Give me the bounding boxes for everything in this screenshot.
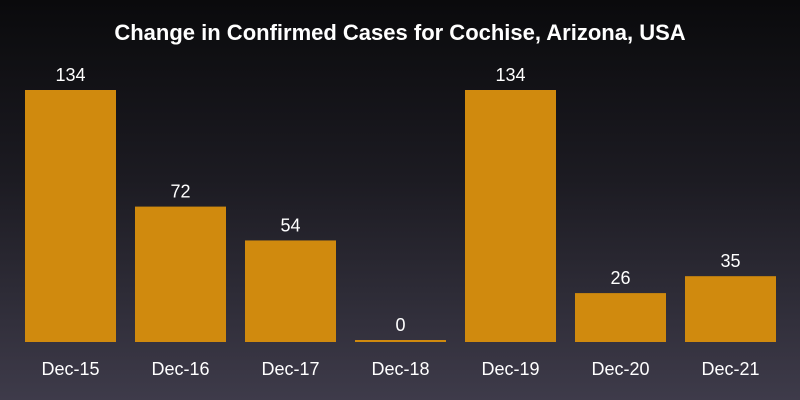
bar-dec-19 [465,90,556,342]
bar-dec-16 [135,206,226,342]
bar-dec-17 [245,240,336,342]
data-label-dec-16: 72 [170,182,190,202]
data-label-dec-20: 26 [610,268,630,288]
data-label-dec-21: 35 [720,251,740,271]
bar-dec-18 [355,340,446,342]
data-label-dec-19: 134 [495,65,525,85]
x-tick-label-dec-21: Dec-21 [701,359,759,379]
bar-dec-21 [685,276,776,342]
x-tick-label-dec-19: Dec-19 [481,359,539,379]
x-tick-label-dec-20: Dec-20 [591,359,649,379]
data-label-dec-18: 0 [395,315,405,335]
bar-dec-20 [575,293,666,342]
x-tick-label-dec-16: Dec-16 [151,359,209,379]
x-tick-label-dec-15: Dec-15 [41,359,99,379]
data-label-dec-17: 54 [280,215,300,235]
chart-title: Change in Confirmed Cases for Cochise, A… [114,20,686,45]
x-tick-label-dec-18: Dec-18 [371,359,429,379]
data-label-dec-15: 134 [55,65,85,85]
bar-dec-15 [25,90,116,342]
x-tick-label-dec-17: Dec-17 [261,359,319,379]
